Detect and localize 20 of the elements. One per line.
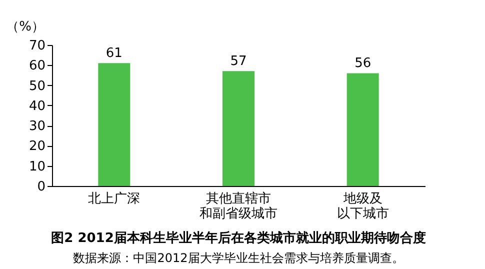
bar <box>346 73 379 186</box>
y-tick-label: 0 <box>37 180 46 194</box>
data-label: 61 <box>106 46 122 62</box>
bar <box>98 63 130 186</box>
data-label: 56 <box>354 56 372 72</box>
y-axis-title: （%） <box>6 20 44 34</box>
y-tick-label: 10 <box>28 159 46 174</box>
y-tick-label: 70 <box>28 38 46 54</box>
x-tick-label: 其他直辖市和副省级城市 <box>200 192 278 222</box>
y-tick-label: 50 <box>28 78 46 94</box>
source-note: 数据来源：中国2012届大学毕业生社会需求与培养质量调查。 <box>73 251 404 265</box>
y-tick-label: 20 <box>28 139 46 154</box>
bar <box>222 71 254 186</box>
text: 图2 2012届本科生毕业半年后在各类城市就业的职业期待吻合度 <box>51 230 426 246</box>
y-tick-label: 40 <box>28 98 46 114</box>
data-label: 57 <box>230 54 247 70</box>
x-tick-label: 北上广深 <box>88 192 140 206</box>
x-tick-label: 地级及以下城市 <box>336 192 389 222</box>
y-tick-label: 60 <box>28 58 46 74</box>
y-tick-label: 30 <box>28 119 46 134</box>
